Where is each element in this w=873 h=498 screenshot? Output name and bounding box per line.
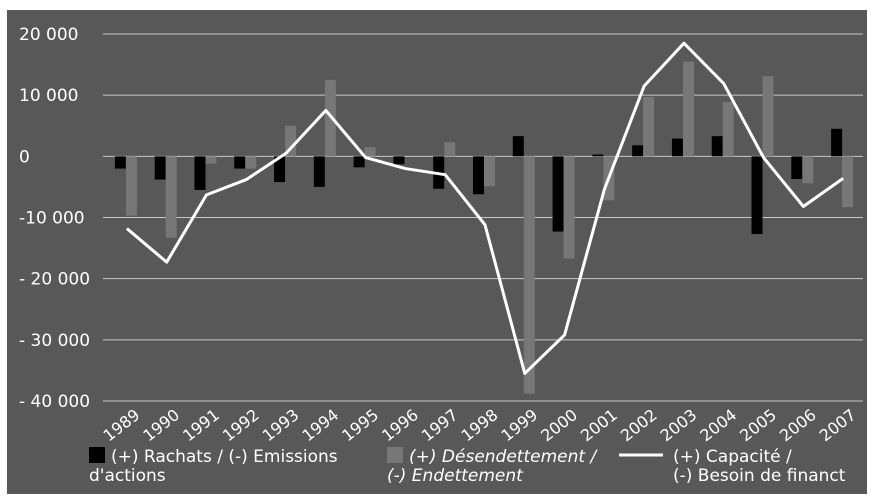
x-tick-label: 2003 <box>657 405 701 445</box>
x-tick-label: 1990 <box>139 405 183 445</box>
bar-rachats <box>552 156 564 232</box>
bar-rachats <box>154 156 166 180</box>
x-tick-label: 2005 <box>736 405 780 445</box>
capacity-line <box>125 41 844 375</box>
bar-rachats <box>114 156 126 169</box>
bar-rachats <box>473 156 484 195</box>
y-tick-label: 0 <box>19 147 30 167</box>
bar-rachats <box>393 156 405 165</box>
legend-label: (-) Endettement <box>387 466 524 486</box>
bar-desendettement <box>285 125 297 157</box>
legend-label: (+) Rachats / (-) Emissions <box>111 447 338 467</box>
x-tick-label: 1993 <box>259 405 303 445</box>
bars <box>114 61 854 394</box>
x-tick-label: 1999 <box>497 405 541 445</box>
x-tick-label: 2004 <box>696 405 740 445</box>
x-tick-label: 2007 <box>816 405 860 445</box>
bar-rachats <box>711 136 723 157</box>
legend-swatch <box>387 447 403 463</box>
bar-desendettement <box>245 156 257 169</box>
legend-label: (+) Capacité / <box>673 447 792 467</box>
bar-rachats <box>353 156 365 168</box>
legend-swatch <box>89 447 105 463</box>
bar-desendettement <box>762 76 774 157</box>
bar-rachats <box>313 156 325 187</box>
chart-frame: 20 000 10 000 0 -10 000 - 20 000 - 30 000 - 40… <box>7 10 867 494</box>
bar-desendettement <box>643 97 655 157</box>
y-tick-label: - 30 000 <box>19 331 90 351</box>
y-tick-label: -10 000 <box>19 209 85 229</box>
x-tick-label: 1996 <box>378 405 422 445</box>
bar-rachats <box>791 156 803 179</box>
y-tick-label: 10 000 <box>19 86 78 106</box>
legend-label: (+) Désendettement / <box>409 447 598 467</box>
y-axis-ticks: 20 000 10 000 0 -10 000 - 20 000 - 30 000 - 40… <box>19 25 90 412</box>
x-tick-label: 1995 <box>338 405 382 445</box>
y-tick-label: 20 000 <box>19 25 78 45</box>
bar-desendettement <box>523 156 535 394</box>
bar-rachats <box>194 156 206 190</box>
x-axis-ticks: 1989199019911992199319941995199619971998… <box>100 405 860 445</box>
legend-label: (-) Besoin de financt <box>673 466 846 486</box>
bar-desendettement <box>682 61 694 157</box>
bar-desendettement <box>802 156 814 184</box>
bar-rachats <box>274 156 286 183</box>
bar-desendettement <box>364 147 376 157</box>
bar-desendettement <box>205 156 217 164</box>
bar-rachats <box>831 128 843 157</box>
y-tick-label: - 20 000 <box>19 270 90 290</box>
bar-desendettement <box>484 156 495 187</box>
y-tick-label: - 40 000 <box>19 392 90 412</box>
gridlines <box>103 33 863 402</box>
bar-rachats <box>512 136 524 157</box>
x-tick-label: 1991 <box>179 405 223 445</box>
x-tick-label: 1992 <box>219 405 263 445</box>
bar-desendettement <box>125 156 137 216</box>
x-tick-label: 2000 <box>537 405 581 445</box>
x-tick-label: 2006 <box>776 405 820 445</box>
line-capacite <box>125 41 844 375</box>
legend-label: d'actions <box>89 466 166 486</box>
bar-rachats <box>234 156 246 169</box>
bar-desendettement <box>842 156 854 208</box>
x-tick-label: 1989 <box>100 405 144 445</box>
bar-desendettement <box>563 156 575 259</box>
x-tick-label: 1998 <box>458 405 502 445</box>
x-tick-label: 1994 <box>299 405 343 445</box>
bar-desendettement <box>444 142 456 157</box>
bar-rachats <box>632 145 644 157</box>
bar-rachats <box>592 154 604 157</box>
x-tick-label: 1997 <box>418 405 462 445</box>
bar-rachats <box>751 156 763 235</box>
chart: 20 000 10 000 0 -10 000 - 20 000 - 30 000 - 40… <box>19 25 863 486</box>
bar-desendettement <box>165 156 177 238</box>
bar-desendettement <box>722 101 734 157</box>
x-tick-label: 2002 <box>617 405 661 445</box>
bar-rachats <box>671 138 683 157</box>
x-tick-label: 2001 <box>577 405 621 445</box>
